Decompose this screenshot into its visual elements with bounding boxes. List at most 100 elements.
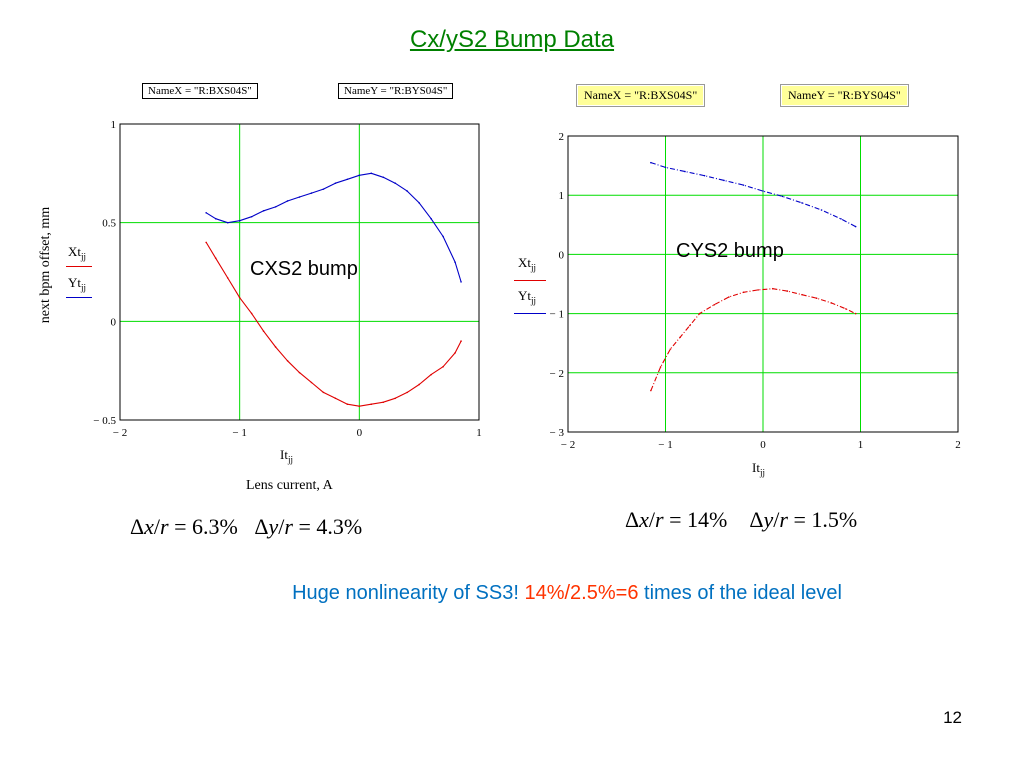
- left-point-yt: [382, 176, 385, 179]
- right-ytick-label: 1: [559, 190, 565, 202]
- left-point-yt: [460, 281, 462, 283]
- left-namey-box: NameY = "R:BYS04S": [338, 83, 454, 99]
- right-xlabel: Itjj: [752, 460, 765, 478]
- left-point-yt: [298, 196, 301, 198]
- right-point-xt: [689, 324, 691, 327]
- right-series-xt: [650, 288, 856, 391]
- right-namey-box: NameY = "R:BYS04S": [780, 84, 909, 107]
- left-point-yt: [226, 221, 229, 224]
- left-legend-yt: Ytjj: [68, 275, 87, 293]
- left-xtick-label: − 1: [232, 427, 246, 439]
- left-point-yt: [214, 217, 217, 220]
- right-point-yt: [854, 225, 857, 228]
- right-point-xt: [854, 312, 857, 315]
- conclusion-text: Huge nonlinearity of SS3! 14%/2.5%=6 tim…: [0, 582, 1024, 605]
- left-point-yt: [286, 200, 289, 202]
- left-point-xt: [205, 241, 207, 244]
- right-ytick-label: 0: [559, 249, 565, 261]
- left-namex-box: NameX = "R:BXS04S": [142, 83, 258, 99]
- right-point-xt: [815, 297, 818, 300]
- left-point-yt: [346, 178, 349, 181]
- left-point-yt: [358, 174, 361, 177]
- left-point-xt: [346, 403, 349, 406]
- right-annotation: CYS2 bump: [676, 240, 784, 262]
- right-legend-xt-line: [514, 280, 546, 281]
- left-point-xt: [322, 391, 325, 394]
- right-namex-box: NameX = "R:BXS04S": [576, 84, 706, 107]
- left-point-xt: [460, 340, 462, 342]
- left-point-xt: [394, 397, 397, 400]
- left-point-xt: [310, 381, 313, 384]
- conclusion-part2: 14%/2.5%=6: [524, 582, 639, 604]
- left-legend-xt-line: [66, 266, 92, 267]
- left-legend-xt: Xtjj: [68, 244, 87, 262]
- right-point-xt: [742, 291, 745, 294]
- right-xtick-label: 0: [760, 439, 766, 451]
- left-point-xt: [334, 397, 337, 400]
- right-point-xt: [845, 308, 847, 310]
- left-xtick-label: 0: [357, 427, 363, 439]
- right-point-xt: [728, 296, 730, 298]
- right-point-yt: [723, 179, 725, 182]
- left-annotation: CXS2 bump: [250, 258, 358, 280]
- left-point-yt: [334, 182, 337, 184]
- right-point-yt: [762, 190, 764, 192]
- right-point-xt: [786, 290, 789, 292]
- right-point-yt: [742, 184, 745, 186]
- right-point-xt: [771, 287, 774, 290]
- left-point-yt: [322, 188, 325, 190]
- left-point-yt: [238, 219, 241, 222]
- left-point-xt: [238, 296, 241, 299]
- right-point-xt: [679, 336, 681, 339]
- right-xtick-label: − 1: [658, 439, 672, 451]
- left-point-xt: [250, 312, 253, 315]
- conclusion-part1: Huge nonlinearity of SS3!: [292, 582, 519, 604]
- right-point-yt: [664, 166, 667, 169]
- right-point-yt: [801, 202, 803, 204]
- left-ytick-label: 0.5: [102, 218, 116, 230]
- left-point-yt: [205, 212, 207, 214]
- left-xlabel: Itjj: [280, 447, 293, 465]
- right-point-yt: [684, 170, 686, 173]
- left-point-yt: [370, 172, 373, 175]
- right-xtick-label: − 2: [561, 439, 575, 451]
- left-point-xt: [430, 373, 432, 376]
- left-point-xt: [274, 346, 277, 348]
- left-point-xt: [298, 371, 301, 374]
- left-point-xt: [442, 365, 444, 368]
- left-point-xt: [226, 277, 229, 279]
- right-point-yt: [650, 161, 652, 164]
- slide-title: Cx/yS2 Bump Data: [409, 26, 615, 53]
- right-xtick-label: 2: [955, 439, 961, 451]
- right-ytick-label: − 3: [550, 427, 565, 439]
- left-point-yt: [454, 261, 456, 263]
- left-point-xt: [286, 360, 289, 362]
- left-point-yt: [262, 210, 265, 212]
- right-point-yt: [703, 174, 706, 177]
- right-xtick-label: 1: [858, 439, 864, 451]
- left-xtick-label: − 2: [113, 427, 127, 439]
- right-legend-xt: Xtjj: [518, 255, 537, 273]
- left-xtick-label: 1: [476, 427, 482, 439]
- left-point-yt: [274, 206, 277, 208]
- right-ytick-label: 2: [559, 131, 565, 143]
- right-point-xt: [757, 289, 759, 291]
- right-point-xt: [830, 302, 833, 304]
- conclusion-part3: times of the ideal level: [644, 582, 842, 604]
- left-point-xt: [418, 383, 420, 386]
- left-point-xt: [358, 405, 361, 407]
- right-point-yt: [840, 218, 842, 220]
- left-point-xt: [214, 257, 217, 259]
- right-point-xt: [650, 389, 652, 392]
- right-ytick-label: − 2: [550, 368, 564, 380]
- left-point-xt: [370, 403, 373, 406]
- right-point-xt: [698, 312, 701, 315]
- right-legend-yt: Ytjj: [518, 288, 537, 306]
- left-point-xt: [454, 352, 456, 354]
- left-point-yt: [430, 217, 432, 220]
- left-point-xt: [406, 391, 409, 394]
- left-formula: Δx/r = 6.3% Δy/r = 4.3%: [130, 514, 363, 539]
- right-point-xt: [659, 366, 662, 368]
- right-formula: Δx/r = 14% Δy/r = 1.5%: [625, 507, 858, 532]
